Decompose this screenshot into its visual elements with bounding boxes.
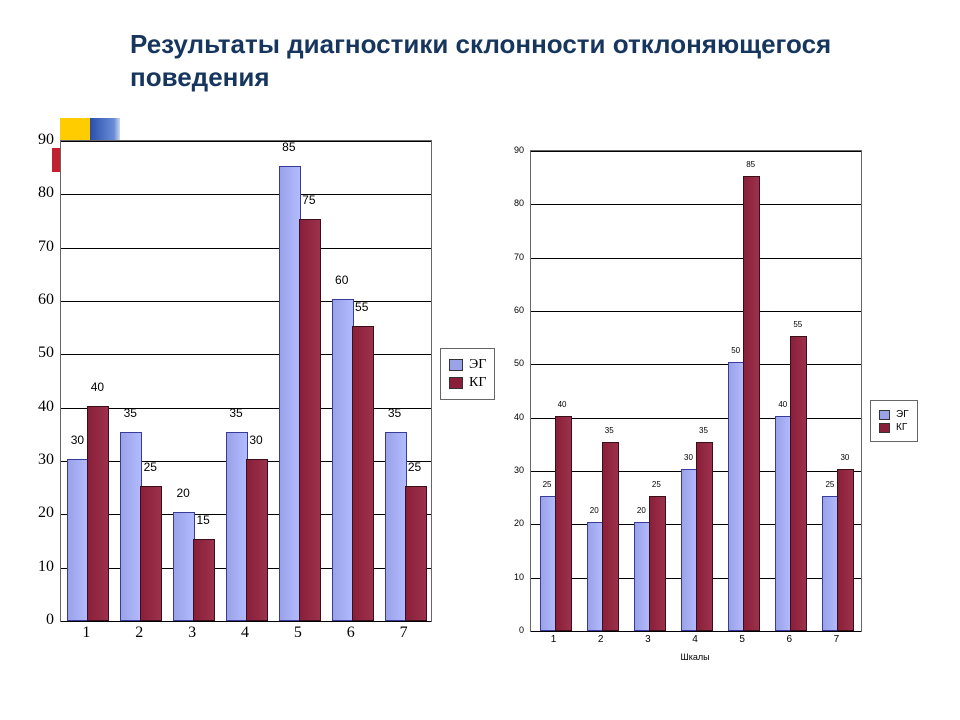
y-tick: 0	[519, 625, 524, 635]
bar-series-1	[279, 166, 301, 621]
legend-swatch-1	[449, 359, 463, 371]
y-tick: 10	[514, 572, 524, 582]
bar-value-label: 85	[282, 140, 295, 154]
bar-series-2	[193, 539, 215, 621]
x-tick: 3	[188, 624, 196, 642]
legend-right: ЭГ КГ	[870, 400, 918, 442]
bar-series-2	[649, 496, 666, 631]
x-tick: 2	[598, 634, 604, 645]
y-tick: 20	[514, 518, 524, 528]
x-tick: 1	[82, 624, 90, 642]
y-tick: 20	[38, 504, 54, 522]
y-tick: 40	[514, 412, 524, 422]
y-tick: 40	[38, 398, 54, 416]
bar-series-2	[352, 326, 374, 621]
x-tick: 3	[645, 634, 651, 645]
y-tick: 0	[46, 611, 54, 629]
legend-swatch-2	[879, 423, 890, 433]
bar-value-label: 85	[746, 160, 755, 169]
bar-value-label: 40	[558, 400, 567, 409]
x-tick: 5	[739, 634, 745, 645]
bar-value-label: 75	[302, 193, 315, 207]
bar-value-label: 35	[124, 406, 137, 420]
x-tick: 1	[551, 634, 557, 645]
x-tick: 4	[692, 634, 698, 645]
y-tick: 30	[38, 451, 54, 469]
legend-label-2: КГ	[469, 375, 486, 391]
legend-label-1: ЭГ	[469, 357, 486, 373]
bar-value-label: 25	[144, 460, 157, 474]
y-tick: 70	[514, 252, 524, 262]
bar-value-label: 35	[605, 426, 614, 435]
bar-value-label: 30	[71, 433, 84, 447]
bar-value-label: 30	[684, 453, 693, 462]
y-tick: 80	[38, 184, 54, 202]
bar-value-label: 60	[335, 273, 348, 287]
x-tick: 5	[294, 624, 302, 642]
bar-series-2	[555, 416, 572, 631]
bar-value-label: 15	[196, 513, 209, 527]
bar-series-2	[246, 459, 268, 621]
bar-value-label: 55	[793, 320, 802, 329]
plot-area: 30 40 35 25 20 15 35 30 85 75 60 55 35 25	[60, 140, 432, 622]
bar-value-label: 25	[543, 480, 552, 489]
plot-area: 25 40 20 35 20 25 30 35 50 85 40 55 25 30	[530, 150, 862, 632]
x-tick: 4	[241, 624, 249, 642]
x-tick: 6	[787, 634, 793, 645]
bar-series-2	[743, 176, 760, 631]
bar-chart-right: 2540203520253035508540552530 01020304050…	[530, 150, 860, 630]
bar-value-label: 35	[388, 406, 401, 420]
y-tick: 70	[38, 238, 54, 256]
legend-swatch-1	[879, 410, 890, 420]
legend-label-2: КГ	[896, 422, 907, 433]
bar-series-2	[405, 486, 427, 621]
bar-value-label: 55	[355, 300, 368, 314]
bar-value-label: 30	[249, 433, 262, 447]
y-tick: 10	[38, 558, 54, 576]
bar-series-2	[299, 219, 321, 621]
y-tick: 50	[38, 344, 54, 362]
y-tick: 30	[514, 465, 524, 475]
bar-value-label: 35	[229, 406, 242, 420]
legend-swatch-2	[449, 377, 463, 389]
bar-series-2	[87, 406, 109, 621]
bar-value-label: 25	[408, 460, 421, 474]
x-tick: 7	[400, 624, 408, 642]
bar-series-1	[67, 459, 89, 621]
bar-value-label: 30	[840, 453, 849, 462]
bar-chart-left: 3040352520153530857560553525 01020304050…	[60, 140, 430, 620]
bar-series-2	[696, 442, 713, 631]
bar-value-label: 40	[778, 400, 787, 409]
x-tick: 2	[135, 624, 143, 642]
bar-series-1	[120, 432, 142, 621]
legend-left: ЭГ КГ	[440, 348, 495, 400]
bar-value-label: 25	[825, 480, 834, 489]
y-tick: 80	[514, 198, 524, 208]
bar-series-1	[173, 512, 195, 621]
chart-title: Результаты диагностики склонности отклон…	[130, 28, 960, 93]
bar-value-label: 40	[91, 380, 104, 394]
y-tick: 90	[514, 145, 524, 155]
bar-series-1	[332, 299, 354, 621]
x-axis-label: Шкалы	[680, 652, 709, 662]
bar-value-label: 35	[699, 426, 708, 435]
x-tick: 6	[347, 624, 355, 642]
bar-value-label: 20	[176, 486, 189, 500]
y-tick: 60	[38, 291, 54, 309]
x-tick: 7	[834, 634, 840, 645]
bar-series-1	[226, 432, 248, 621]
y-tick: 50	[514, 358, 524, 368]
bar-value-label: 20	[637, 506, 646, 515]
bar-value-label: 25	[652, 480, 661, 489]
bar-series-2	[837, 469, 854, 631]
bar-series-1	[385, 432, 407, 621]
bar-series-2	[790, 336, 807, 631]
y-tick: 60	[514, 305, 524, 315]
bar-series-2	[140, 486, 162, 621]
legend-label-1: ЭГ	[896, 409, 909, 420]
y-tick: 90	[38, 131, 54, 149]
bar-value-label: 20	[590, 506, 599, 515]
bar-series-2	[602, 442, 619, 631]
bar-value-label: 50	[731, 346, 740, 355]
